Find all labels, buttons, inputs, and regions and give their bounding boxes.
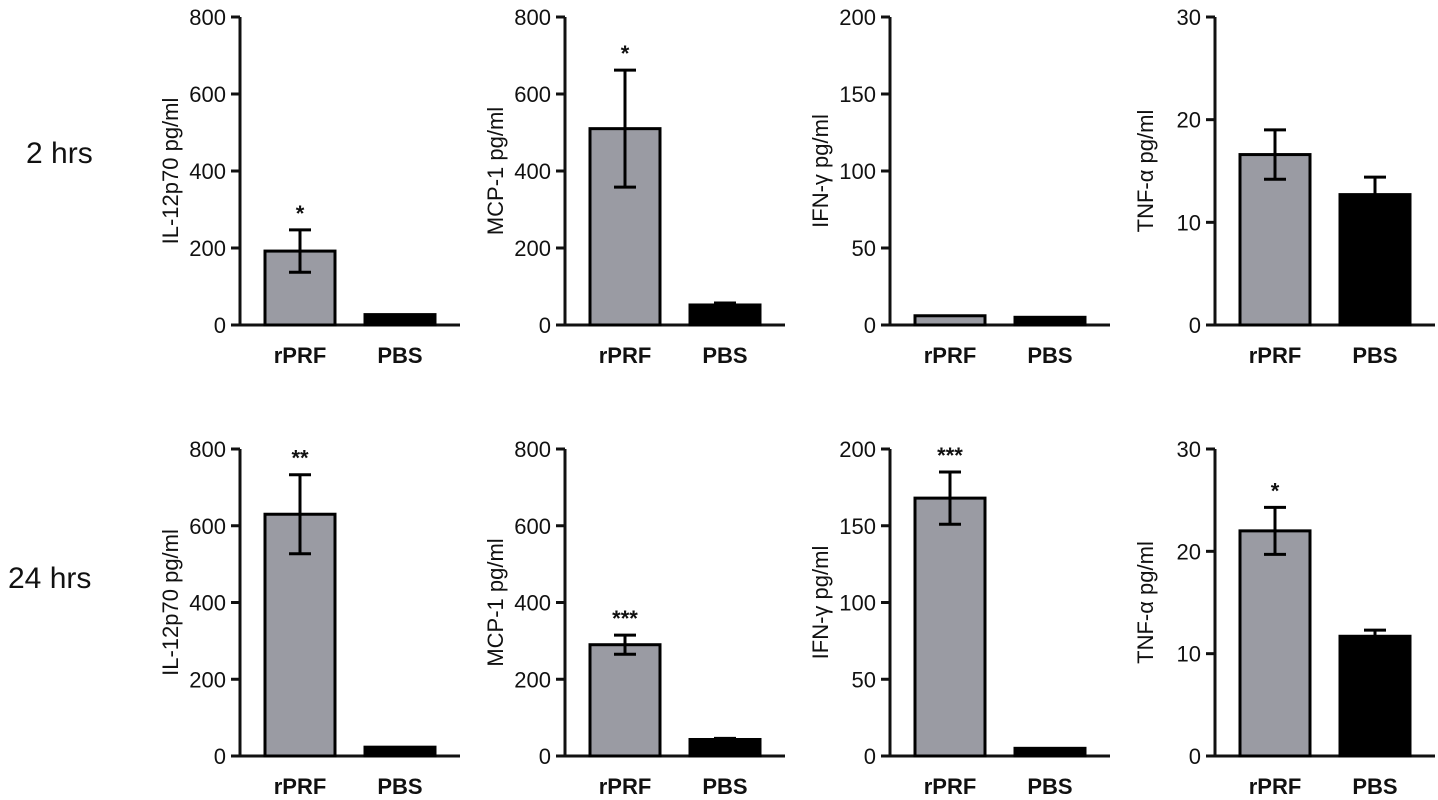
y-tick-label: 800 xyxy=(514,437,551,462)
y-tick-label: 600 xyxy=(514,514,551,539)
x-category-label: PBS xyxy=(702,343,747,368)
x-category-label: PBS xyxy=(1352,343,1397,368)
y-axis-label: MCP-1 pg/ml xyxy=(483,538,508,666)
x-category-label: rPRF xyxy=(1249,343,1302,368)
chart-panel-2: 0 200 400 600 800 MCP-1 pg/ml * rPRF PBS xyxy=(483,5,785,368)
x-category-label: PBS xyxy=(702,774,747,799)
bar-pbs xyxy=(1338,193,1412,327)
y-tick-label: 200 xyxy=(839,437,876,462)
x-category-label: PBS xyxy=(377,774,422,799)
y-tick-label: 0 xyxy=(1189,744,1201,769)
x-category-label: PBS xyxy=(1027,774,1072,799)
bar-pbs xyxy=(1338,634,1412,758)
chart-panel-7: 0 50 100 150 200 IFN-γ pg/ml *** rPRF PBS xyxy=(808,437,1110,799)
significance-marker: * xyxy=(621,41,630,66)
x-category-label: rPRF xyxy=(1249,774,1302,799)
bar-pbs xyxy=(363,313,437,327)
y-tick-label: 800 xyxy=(189,5,226,30)
y-axis-label: IL-12p70 pg/ml xyxy=(158,98,183,245)
chart-panel-8: 0 10 20 30 TNF-α pg/ml * rPRF PBS xyxy=(1133,437,1435,799)
y-tick-label: 150 xyxy=(839,82,876,107)
bar-pbs xyxy=(363,745,437,758)
y-tick-label: 200 xyxy=(839,5,876,30)
bar-rprf xyxy=(588,643,662,758)
chart-panel-5: 0 200 400 600 800 IL-12p70 pg/ml ** rPRF PBS xyxy=(158,437,460,799)
significance-marker: * xyxy=(296,201,305,226)
y-tick-label: 0 xyxy=(864,313,876,338)
y-tick-label: 800 xyxy=(189,437,226,462)
y-tick-label: 400 xyxy=(514,159,551,184)
y-tick-label: 50 xyxy=(852,236,876,261)
row-label-2hrs: 2 hrs xyxy=(26,137,93,170)
y-tick-label: 20 xyxy=(1177,539,1201,564)
y-tick-label: 200 xyxy=(514,236,551,261)
y-axis-label: IFN-γ pg/ml xyxy=(808,546,833,660)
bar-rprf xyxy=(913,496,987,758)
y-axis-label: IL-12p70 pg/ml xyxy=(158,529,183,676)
row-label-24hrs: 24 hrs xyxy=(8,562,92,595)
significance-marker: *** xyxy=(937,443,963,468)
significance-marker: *** xyxy=(612,606,638,631)
y-axis-label: IFN-γ pg/ml xyxy=(808,114,833,228)
significance-marker: * xyxy=(1271,478,1280,503)
bar-rprf xyxy=(1238,529,1312,758)
x-category-label: PBS xyxy=(1027,343,1072,368)
bar-rprf xyxy=(263,249,337,327)
y-tick-label: 100 xyxy=(839,591,876,616)
y-axis-label: MCP-1 pg/ml xyxy=(483,107,508,235)
significance-marker: ** xyxy=(291,446,309,471)
y-tick-label: 200 xyxy=(189,236,226,261)
y-tick-label: 20 xyxy=(1177,108,1201,133)
x-category-label: rPRF xyxy=(599,774,652,799)
x-category-label: rPRF xyxy=(924,343,977,368)
y-tick-label: 150 xyxy=(839,514,876,539)
bar-pbs xyxy=(1013,315,1087,327)
bar-rprf xyxy=(913,314,987,327)
y-tick-label: 100 xyxy=(839,159,876,184)
y-tick-label: 400 xyxy=(189,591,226,616)
y-tick-label: 600 xyxy=(514,82,551,107)
chart-panel-1: 0 200 400 600 800 IL-12p70 pg/ml * rPRF PBS xyxy=(158,5,460,368)
y-axis-label: TNF-α pg/ml xyxy=(1133,541,1158,664)
y-tick-label: 800 xyxy=(514,5,551,30)
chart-panel-3: 0 50 100 150 200 IFN-γ pg/ml rPRF PBS xyxy=(808,5,1110,368)
y-tick-label: 30 xyxy=(1177,437,1201,462)
y-tick-label: 0 xyxy=(864,744,876,769)
y-tick-label: 200 xyxy=(189,667,226,692)
y-tick-label: 0 xyxy=(214,313,226,338)
x-category-label: rPRF xyxy=(274,774,327,799)
x-category-label: rPRF xyxy=(599,343,652,368)
y-tick-label: 10 xyxy=(1177,210,1201,235)
y-tick-label: 400 xyxy=(514,591,551,616)
chart-panel-4: 0 10 20 30 TNF-α pg/ml rPRF PBS xyxy=(1133,5,1435,368)
chart-panel-6: 0 200 400 600 800 MCP-1 pg/ml *** rPRF PBS xyxy=(483,437,785,799)
y-tick-label: 0 xyxy=(214,744,226,769)
x-category-label: rPRF xyxy=(924,774,977,799)
y-tick-label: 400 xyxy=(189,159,226,184)
x-category-label: rPRF xyxy=(274,343,327,368)
y-tick-label: 0 xyxy=(539,744,551,769)
y-tick-label: 50 xyxy=(852,667,876,692)
y-tick-label: 10 xyxy=(1177,642,1201,667)
x-category-label: PBS xyxy=(1352,774,1397,799)
x-category-label: PBS xyxy=(377,343,422,368)
y-tick-label: 600 xyxy=(189,82,226,107)
y-tick-label: 0 xyxy=(1189,313,1201,338)
y-tick-label: 600 xyxy=(189,514,226,539)
y-tick-label: 30 xyxy=(1177,5,1201,30)
bar-pbs xyxy=(1013,746,1087,758)
y-tick-label: 0 xyxy=(539,313,551,338)
y-axis-label: TNF-α pg/ml xyxy=(1133,110,1158,233)
y-tick-label: 200 xyxy=(514,667,551,692)
